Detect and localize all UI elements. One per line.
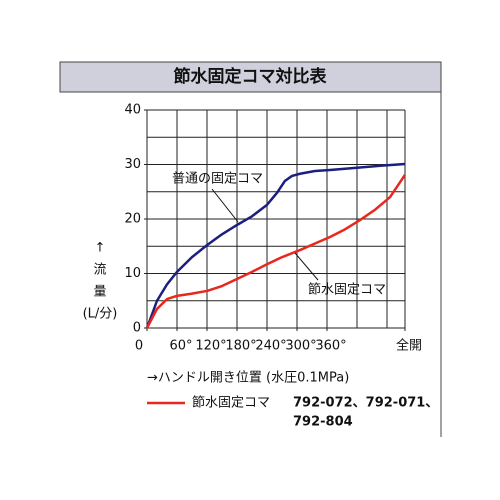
x-tick-label: 180° (225, 339, 256, 354)
series-annotation: 普通の固定コマ (172, 172, 263, 187)
y-axis-label: ↑ (95, 241, 106, 256)
y-tick-label: 20 (124, 212, 141, 227)
x-tick-label: 240° (255, 339, 286, 354)
y-axis-label: 流 (93, 263, 106, 278)
series-annotation: 節水固定コマ (308, 283, 386, 298)
leader-line (294, 252, 319, 281)
y-axis-label: 量 (93, 285, 106, 300)
y-tick-label: 40 (124, 103, 141, 118)
chart-title: 節水固定コマ対比表 (173, 66, 328, 87)
title-band (59, 61, 442, 93)
x-tick-label: 0 (135, 339, 143, 354)
x-tick-label: 360° (315, 339, 346, 354)
y-tick-label: 30 (124, 157, 141, 172)
line-series (145, 174, 407, 329)
legend-note: 792-072、792-071、 (293, 396, 438, 411)
legend-label: 節水固定コマ (192, 396, 270, 411)
legend-note: 792-804 (293, 415, 353, 430)
x-tick-label: 60° (169, 339, 192, 354)
line-series (145, 162, 406, 329)
leader-line (211, 188, 239, 223)
x-tick-label: 全開 (396, 338, 422, 354)
y-axis-label: (L/分) (83, 307, 118, 322)
x-axis-label: →ハンドル開き位置 (水圧0.1MPa) (147, 371, 349, 386)
y-tick-label: 10 (124, 266, 141, 281)
x-tick-label: 120° (195, 339, 226, 354)
y-tick-label: 0 (133, 321, 141, 336)
x-tick-label: 300° (285, 339, 316, 354)
